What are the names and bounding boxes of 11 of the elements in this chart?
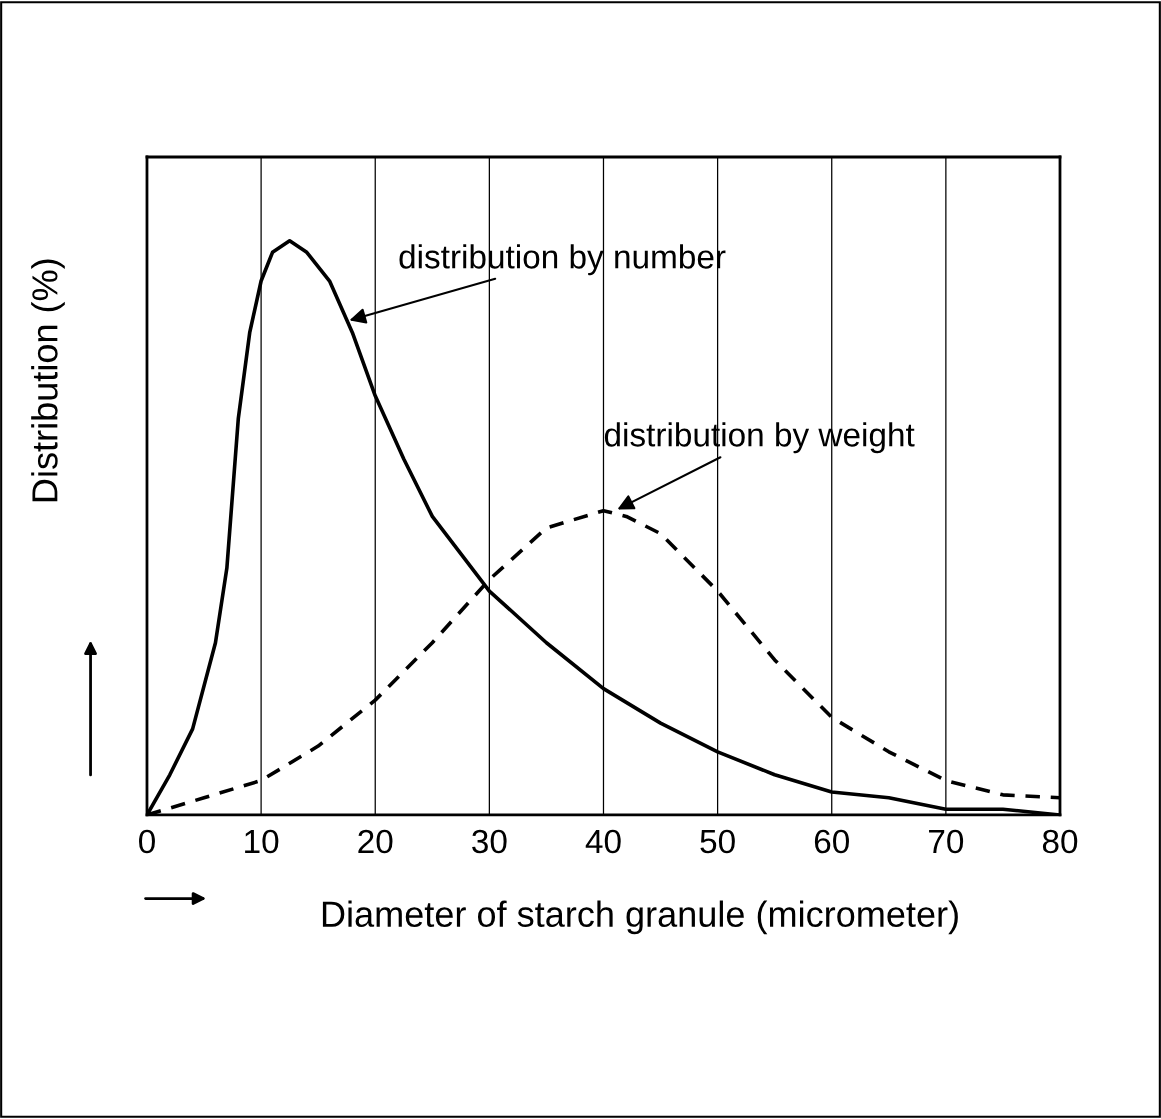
x-tick-label: 80 [1042,829,1078,854]
x-tick-label: 30 [472,829,507,854]
x-tick-label: 50 [700,829,735,854]
x-tick-label: 40 [585,829,621,854]
x-tick-label: 10 [245,829,279,854]
x-tick-label: 60 [814,829,849,854]
x-tick-label: 0 [139,829,155,854]
y-axis-title: Distribution (%) [31,259,65,502]
x-axis-title: Diameter of starch granule (micrometer) [322,900,958,935]
x-tick-label: 70 [929,829,964,854]
x-tick-label: 20 [358,829,393,854]
